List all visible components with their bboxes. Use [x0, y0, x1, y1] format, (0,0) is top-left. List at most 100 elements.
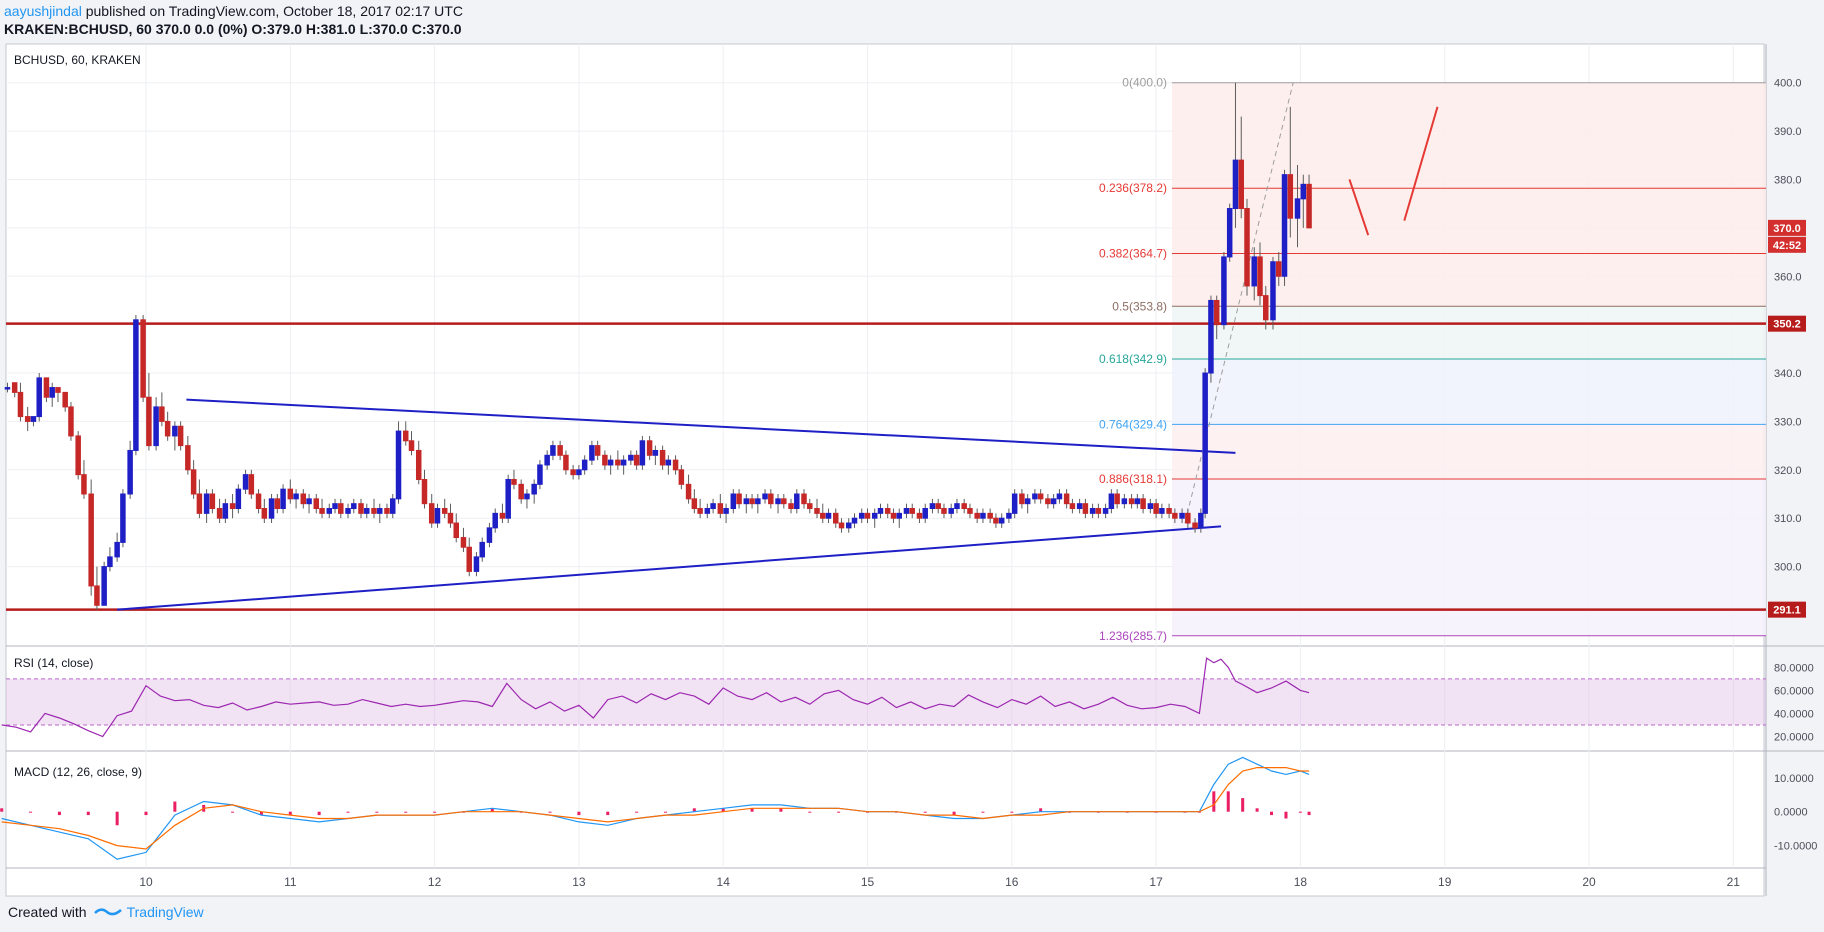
candle-body	[434, 508, 441, 524]
candle-body	[492, 512, 498, 529]
rsi-band	[6, 678, 1766, 725]
candle-body	[120, 493, 126, 543]
candle-body	[377, 508, 383, 514]
macd-histogram-bar	[1010, 811, 1014, 813]
author-link[interactable]: aayushjindal	[4, 3, 82, 19]
candle-body	[479, 541, 485, 558]
macd-histogram-bar	[1270, 811, 1274, 816]
candle-body	[1024, 498, 1031, 505]
candle-body	[293, 493, 299, 500]
candle-body	[505, 478, 511, 519]
candle-body	[825, 512, 832, 519]
candle-body	[1221, 256, 1227, 326]
candle-body	[402, 430, 409, 442]
candle-body	[537, 464, 543, 485]
candle-body	[300, 493, 307, 505]
candle-body	[755, 498, 761, 505]
price-axis-badge	[1768, 236, 1806, 253]
fib-zone	[1172, 188, 1766, 254]
candle-body	[1006, 512, 1012, 519]
candle-body	[1232, 159, 1239, 210]
macd-histogram-bar	[1298, 811, 1302, 813]
macd-y-tick: 10.0000	[1774, 773, 1814, 785]
candle-body	[646, 440, 653, 456]
fib-zone	[1172, 479, 1766, 636]
candle-body	[1166, 508, 1172, 514]
rsi-line	[1, 657, 1310, 738]
candle-body	[858, 512, 865, 519]
candle-body	[164, 420, 171, 437]
candle-body	[75, 435, 81, 476]
published-text: published on TradingView.com, October 18…	[85, 3, 463, 19]
candle-body	[1108, 493, 1115, 510]
price-chart[interactable]: 0(400.0) 0.236(378.2) 0.382(364.7) 0.5(353.…	[0, 0, 1824, 900]
candle-body	[460, 537, 467, 548]
candle-body	[1063, 493, 1070, 505]
candle-body	[1244, 208, 1250, 287]
candle-body	[94, 585, 100, 606]
fib-level-label: 0.764(329.4)	[1099, 417, 1167, 431]
candle-body	[415, 449, 422, 480]
fib-level-label: 0.5(353.8)	[1112, 299, 1167, 313]
candle-body	[364, 508, 370, 514]
candle-body	[1185, 512, 1191, 524]
drawn-arrow-down	[1348, 179, 1370, 236]
candle-body	[594, 445, 601, 456]
x-tick-label: 13	[572, 875, 586, 889]
candle-body	[1198, 512, 1204, 529]
candle-body	[1213, 299, 1220, 326]
candle-body	[441, 508, 448, 514]
macd-histogram-bar	[635, 811, 639, 813]
candle-body	[570, 469, 576, 476]
x-tick-label: 18	[1294, 875, 1308, 889]
candle-body	[576, 469, 582, 476]
candle-body	[1208, 299, 1214, 374]
candle-body	[967, 508, 973, 514]
candle-body	[1281, 174, 1288, 277]
price-axis-badge-label: 370.0	[1773, 223, 1801, 235]
candle-body	[384, 508, 390, 514]
tradingview-icon	[93, 908, 122, 916]
x-tick-label: 19	[1438, 875, 1452, 889]
candle-body	[473, 556, 480, 572]
candle-body	[326, 508, 333, 514]
candle-body	[395, 430, 402, 500]
candle-body	[1045, 498, 1051, 505]
candle-body	[408, 440, 415, 451]
candle-body	[524, 493, 530, 500]
candle-body	[1076, 503, 1083, 510]
candle-body	[775, 498, 781, 505]
symbol-label: KRAKEN:BCHUSD,	[4, 21, 133, 37]
trendline	[117, 525, 1222, 611]
candle-body	[557, 445, 563, 456]
candle-body	[319, 508, 325, 514]
candle-body	[43, 377, 50, 398]
candle-body	[196, 493, 203, 514]
candle-body	[216, 508, 223, 519]
macd-histogram-bar	[29, 811, 33, 813]
candle-body	[1102, 508, 1109, 514]
candle-body	[884, 508, 891, 514]
candle-body	[1089, 508, 1096, 514]
y-tick-label: 360.0	[1774, 271, 1802, 283]
price-axis-badge	[1768, 315, 1806, 332]
candle-body	[607, 459, 614, 466]
candle-body	[749, 498, 755, 505]
candle-body	[961, 503, 967, 510]
fib-zone	[1172, 359, 1766, 425]
candle-body	[544, 454, 550, 466]
y-tick-label: 380.0	[1774, 174, 1802, 186]
candle-body	[287, 488, 294, 500]
fib-level-label: 0(400.0)	[1122, 76, 1167, 90]
macd-histogram-bar	[144, 811, 148, 816]
x-tick-label: 12	[428, 875, 442, 889]
macd-histogram-bar	[837, 811, 841, 813]
candle-body	[36, 377, 42, 418]
candle-body	[903, 508, 910, 514]
candle-body	[209, 493, 216, 510]
candle-body	[313, 498, 320, 510]
macd-histogram-bar	[1241, 798, 1245, 812]
x-tick-label: 14	[717, 875, 731, 889]
rsi-title: RSI (14, close)	[14, 656, 93, 670]
tradingview-logo[interactable]: TradingView	[93, 904, 204, 920]
